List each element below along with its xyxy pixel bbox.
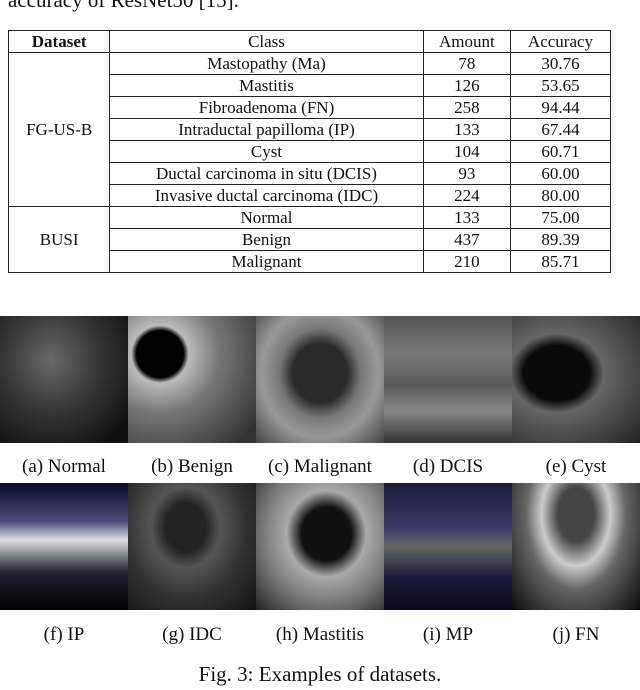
ultrasound-image — [128, 316, 256, 443]
accuracy-cell: 75.00 — [509, 206, 612, 229]
ultrasound-image — [512, 316, 640, 443]
intro-text: accuracy of ResNet50 [15]. — [8, 0, 239, 12]
panel-caption: (b) Benign — [151, 456, 233, 477]
panel-caption: (c) Malignant — [268, 456, 372, 477]
ultrasound-image — [384, 483, 512, 610]
amount-cell: 78 — [422, 52, 511, 75]
amount-cell: 133 — [422, 118, 511, 141]
amount-cell: 126 — [422, 74, 511, 97]
accuracy-cell: 60.71 — [509, 140, 612, 163]
class-cell: Mastitis — [109, 74, 424, 97]
header-cell: Class — [109, 30, 424, 53]
ultrasound-image — [0, 316, 128, 443]
dataset-table: Dataset Class Amount Accuracy FG-US-B Mastop… — [7, 30, 612, 273]
class-cell: Benign — [109, 228, 424, 251]
class-cell: Normal — [109, 206, 424, 229]
table-row: Invasive ductal carcinoma (IDC) 224 80.00 — [9, 184, 612, 207]
ultrasound-image — [256, 316, 384, 443]
panel-caption: (a) Normal — [22, 456, 106, 477]
ultrasound-image — [384, 316, 512, 443]
accuracy-cell: 85.71 — [509, 250, 612, 273]
ultrasound-image — [256, 483, 384, 610]
panel-caption: (e) Cyst — [545, 456, 607, 477]
table-row: FG-US-B Mastopathy (Ma) 78 30.76 — [7, 52, 612, 207]
header-cell: Dataset — [7, 30, 111, 53]
ultrasound-image — [512, 483, 640, 610]
table-body: FG-US-B Mastopathy (Ma) 78 30.76 Mastitis 126… — [7, 52, 612, 273]
amount-cell: 437 — [422, 228, 511, 251]
accuracy-cell: 80.00 — [509, 184, 612, 207]
class-cell: Cyst — [109, 140, 424, 163]
figure-caption: Fig. 3: Examples of datasets. — [198, 662, 442, 686]
ultrasound-image — [128, 483, 256, 610]
amount-cell: 258 — [422, 96, 511, 119]
class-cell: Malignant — [109, 250, 424, 273]
accuracy-cell: 67.44 — [509, 118, 612, 141]
class-cell: Fibroadenoma (FN) — [109, 96, 424, 119]
accuracy-cell: 30.76 — [509, 52, 612, 75]
accuracy-cell: 94.44 — [509, 96, 612, 119]
header-cell: Amount — [422, 30, 511, 53]
table-header: Dataset Class Amount Accuracy — [7, 30, 612, 53]
amount-cell: 133 — [422, 206, 511, 229]
panel-caption: (f) IP — [43, 624, 85, 645]
dataset-cell: BUSI — [7, 206, 111, 273]
ultrasound-image — [0, 483, 128, 610]
amount-cell: 104 — [422, 140, 511, 163]
table-row: Benign 437 89.39 — [9, 228, 612, 251]
class-cell: Intraductal papilloma (IP) — [109, 118, 424, 141]
accuracy-cell: 89.39 — [509, 228, 612, 251]
dataset-cell: FG-US-B — [7, 52, 111, 207]
accuracy-cell: 60.00 — [509, 162, 612, 185]
panel-caption: (h) Mastitis — [275, 624, 365, 645]
table-row: BUSI Normal 133 75.00 — [7, 206, 612, 273]
header-cell: Accuracy — [509, 30, 612, 53]
table-row: Malignant 210 85.71 — [9, 250, 612, 273]
panel-caption: (g) IDC — [162, 624, 222, 645]
amount-cell: 210 — [422, 250, 511, 273]
table-row: Fibroadenoma (FN) 258 94.44 — [9, 96, 612, 119]
class-cell: Mastopathy (Ma) — [109, 52, 424, 75]
class-cell: Invasive ductal carcinoma (IDC) — [109, 184, 424, 207]
amount-cell: 224 — [422, 184, 511, 207]
amount-cell: 93 — [422, 162, 511, 185]
panel-caption: (d) DCIS — [412, 456, 484, 477]
panel-caption: (j) FN — [552, 624, 600, 645]
class-cell: Ductal carcinoma in situ (DCIS) — [109, 162, 424, 185]
panel-caption: (i) MP — [422, 624, 474, 645]
table-row: Cyst 104 60.71 — [9, 140, 612, 163]
table-row: Ductal carcinoma in situ (DCIS) 93 60.00 — [9, 162, 612, 185]
accuracy-cell: 53.65 — [509, 74, 612, 97]
